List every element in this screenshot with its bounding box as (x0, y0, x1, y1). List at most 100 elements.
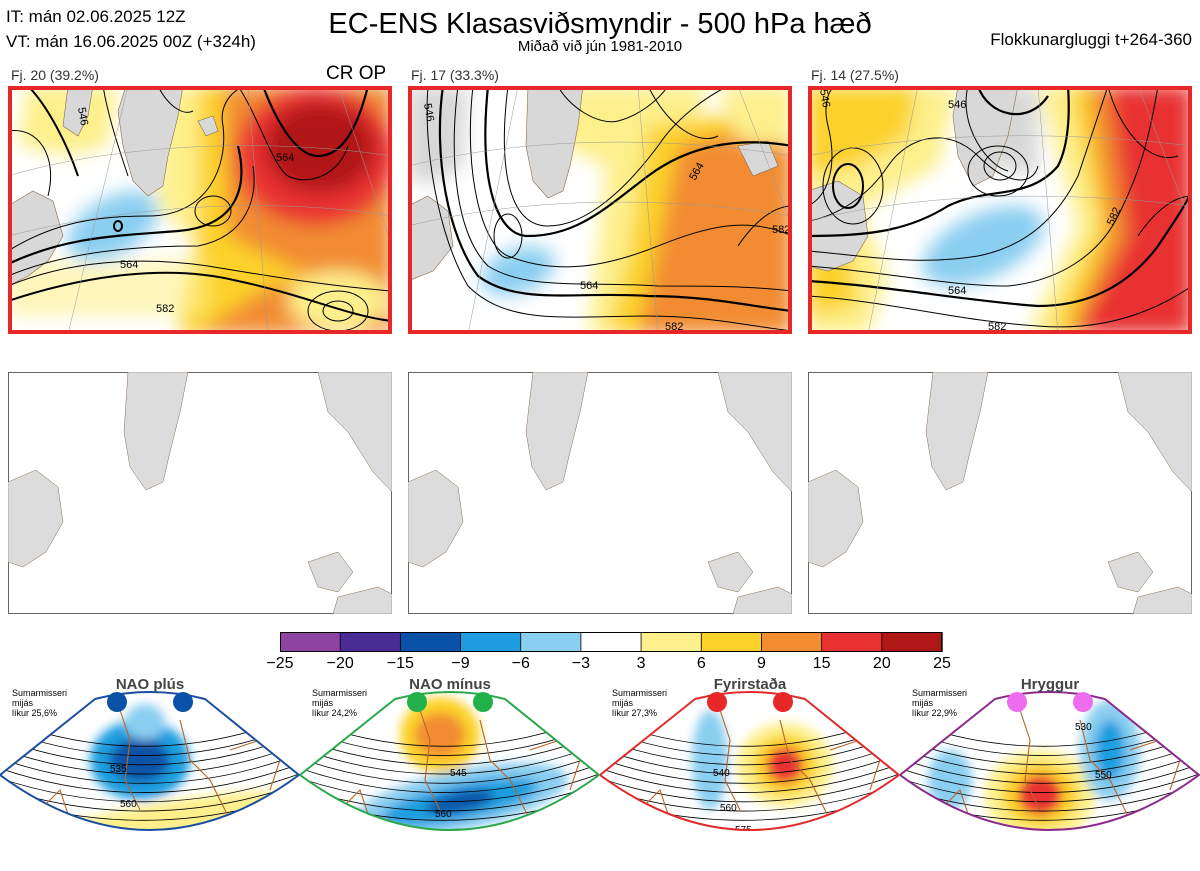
height-contour (0, 759, 299, 793)
coastline (39, 709, 281, 830)
anomaly-blob (125, 704, 165, 740)
land-masses (8, 86, 219, 287)
regime-map-2: 545 560 575 (300, 691, 600, 855)
colorbar-cell (700, 632, 763, 652)
height-contour (600, 749, 899, 784)
empty-map-3 (808, 372, 1192, 614)
regime-map-3: 540 560 575 (600, 691, 900, 831)
colorbar-cell (280, 632, 341, 652)
land-masses (408, 372, 792, 614)
contour-label: 546 (75, 106, 90, 126)
contour-label: 545 (450, 768, 467, 779)
colorbar-cell (881, 632, 943, 652)
contour-label: 560 (120, 799, 137, 810)
height-contours (808, 86, 1192, 328)
land-masses (808, 86, 1019, 272)
regime-marker-dot (473, 692, 493, 712)
contour-label: 582 (772, 224, 790, 236)
regime-map-4: 530 550 575 (900, 691, 1200, 861)
height-contour (300, 759, 599, 793)
colorbar-tick-label: 20 (872, 655, 891, 672)
regime-info-line: líkur 25,6% (12, 708, 58, 718)
regime-title: Hryggur (1020, 676, 1080, 693)
coastline (939, 709, 1181, 830)
regime-info-line: Sumarmisseri (612, 688, 668, 698)
height-contour (0, 749, 299, 784)
anomaly-blob (1014, 849, 1046, 861)
regime-info: Sumarmisseri mijás líkur 24,2% (312, 688, 367, 718)
sector-frame (600, 691, 900, 831)
regime-marker-dot (707, 692, 727, 712)
classification-window: Flokkunargluggi t+264-360 (990, 30, 1192, 49)
coastline (339, 709, 581, 830)
anomaly-blob (415, 713, 465, 757)
regime-info-line: Sumarmisseri (312, 688, 368, 698)
contour-label: 564 (948, 285, 966, 297)
height-contour (300, 749, 599, 784)
sector-frame (300, 691, 600, 831)
contour-label: 575 (445, 844, 462, 855)
height-contour (900, 739, 1199, 775)
colorbar-cell (821, 632, 883, 652)
regime-title: NAO plús (115, 676, 185, 693)
cluster-3-label: Fj. 14 (27.5%) (811, 67, 899, 83)
height-contour (600, 759, 899, 793)
contour-label: 582 (156, 303, 174, 315)
regime-marker-dot (107, 692, 127, 712)
sector-frame (900, 691, 1200, 831)
anomaly-blob (767, 747, 803, 783)
height-contour (600, 769, 899, 803)
anomaly-blob (928, 750, 972, 810)
height-contour (0, 769, 299, 803)
page-subtitle: Miðað við jún 1981-2010 (517, 38, 683, 55)
regime-title: Fyrirstaða (713, 676, 787, 693)
regime-marker-dot (1007, 692, 1027, 712)
anomaly-blob (110, 738, 170, 782)
regime-info-line: líkur 22,9% (912, 708, 958, 718)
contour-label: 564 (276, 152, 294, 164)
cluster-1-label: Fj. 20 (39.2%) (11, 67, 99, 83)
anomaly-blob (425, 789, 495, 815)
page-title: EC-ENS Klasasviðsmyndir - 500 hPa hæð (328, 8, 872, 40)
colorbar-tick-label: −20 (326, 655, 354, 672)
anomaly-blob (692, 710, 728, 810)
colorbar-cell (761, 632, 823, 652)
contour-label: 560 (435, 809, 452, 820)
height-contour (900, 749, 1199, 784)
anomaly-shading (408, 86, 792, 334)
colorbar-tick-label: 9 (757, 655, 766, 672)
regime-info-line: mijás (912, 698, 934, 708)
cluster-frame (808, 86, 1192, 334)
contour-label: 546 (948, 99, 966, 111)
colorbar-cell (339, 632, 402, 652)
colorbar-cell (580, 632, 642, 652)
colorbar-cell (520, 632, 582, 652)
colorbar-tick-label: −6 (511, 655, 530, 672)
contour-label: 560 (720, 803, 737, 814)
contour-label: 550 (1095, 770, 1112, 781)
height-contour (900, 769, 1199, 803)
graticule (408, 86, 792, 334)
sector-frame (0, 691, 300, 831)
contour-label: 535 (110, 764, 127, 775)
contour-label: 546 (817, 88, 832, 108)
regime-info-line: líkur 24,2% (312, 708, 358, 718)
regime-info: Sumarmisseri mijás líkur 25,6% (12, 688, 67, 718)
cluster-2-map: 546 564 564 582 582 (408, 86, 792, 334)
colorbar-tick-label: −15 (386, 655, 414, 672)
regime-map-1: 535 560 (0, 691, 300, 831)
height-contour (0, 739, 299, 775)
regime-marker-dot (407, 692, 427, 712)
colorbar-tick-label: 6 (696, 655, 706, 672)
colorbar-tick-label: 15 (812, 655, 831, 672)
land-masses (8, 372, 392, 614)
regime-info-line: Sumarmisseri (12, 688, 68, 698)
empty-map-1 (8, 372, 392, 614)
graticule (808, 86, 1192, 334)
valid-time: VT: mán 16.06.2025 00Z (+324h) (6, 32, 256, 51)
cluster-2-label: Fj. 17 (33.3%) (411, 67, 499, 83)
height-contour (600, 739, 899, 775)
coastline (639, 709, 881, 830)
cluster-3-map: 546 546 564 582 582 (808, 86, 1192, 334)
land-masses (408, 86, 779, 282)
